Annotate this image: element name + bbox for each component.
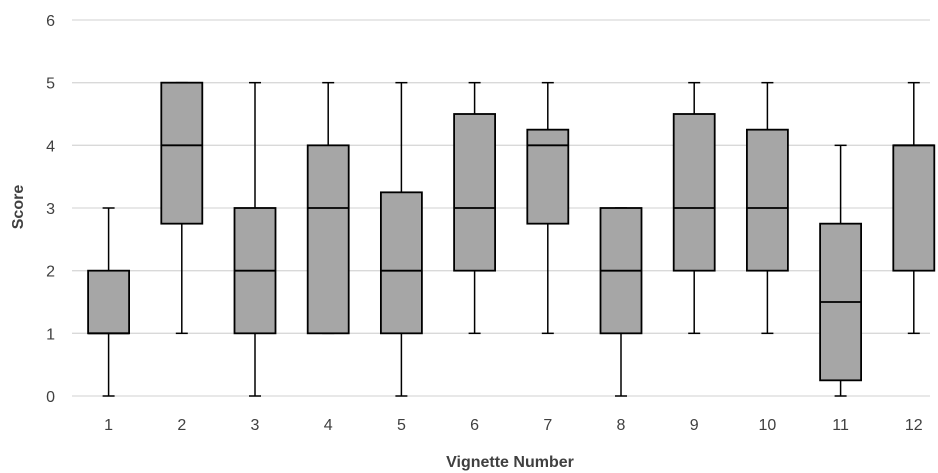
box-group-10 — [746, 81, 789, 335]
gridlines — [72, 19, 930, 397]
x-tick-label: 7 — [543, 417, 552, 434]
box-group-5 — [379, 81, 423, 397]
iqr-box — [87, 269, 130, 335]
y-tick-label: 4 — [46, 138, 55, 155]
y-axis-tick-labels: 0 1 2 3 4 5 6 — [46, 13, 55, 406]
iqr-box — [672, 113, 716, 272]
box-group-9 — [672, 81, 716, 335]
y-tick-label: 6 — [46, 13, 55, 30]
box-group-1 — [87, 207, 130, 397]
iqr-box — [526, 128, 570, 225]
iqr-box — [453, 113, 497, 272]
iqr-box — [746, 128, 789, 272]
x-tick-label: 10 — [759, 417, 777, 434]
box-group-3 — [233, 81, 277, 397]
y-tick-label: 1 — [46, 326, 55, 343]
box-group-6 — [453, 81, 497, 335]
x-tick-label: 1 — [104, 417, 113, 434]
box-group-11 — [819, 144, 862, 397]
y-axis-title: Score — [10, 185, 27, 230]
y-tick-label: 5 — [46, 76, 55, 93]
box-group-4 — [306, 81, 350, 335]
x-tick-label: 9 — [690, 417, 699, 434]
iqr-box — [892, 144, 936, 272]
y-tick-label: 3 — [46, 201, 55, 218]
iqr-box — [160, 81, 204, 225]
x-tick-label: 12 — [905, 417, 923, 434]
x-tick-label: 8 — [617, 417, 626, 434]
box-group-7 — [526, 81, 570, 335]
x-tick-label: 2 — [177, 417, 186, 434]
box-group-2 — [160, 81, 204, 335]
x-tick-label: 11 — [832, 417, 849, 434]
box-group-12 — [892, 81, 936, 335]
x-axis-tick-labels: 1 2 3 4 5 6 7 8 9 10 11 12 — [104, 417, 923, 434]
x-tick-label: 4 — [324, 417, 333, 434]
box-group-8 — [599, 207, 643, 397]
x-tick-label: 3 — [251, 417, 260, 434]
x-tick-label: 6 — [470, 417, 479, 434]
y-tick-label: 2 — [46, 264, 55, 281]
y-tick-label: 0 — [46, 389, 55, 406]
iqr-box — [306, 144, 350, 335]
iqr-box — [379, 191, 423, 335]
x-axis-title: Vignette Number — [446, 454, 574, 471]
x-tick-label: 5 — [397, 417, 406, 434]
boxes — [87, 81, 936, 397]
